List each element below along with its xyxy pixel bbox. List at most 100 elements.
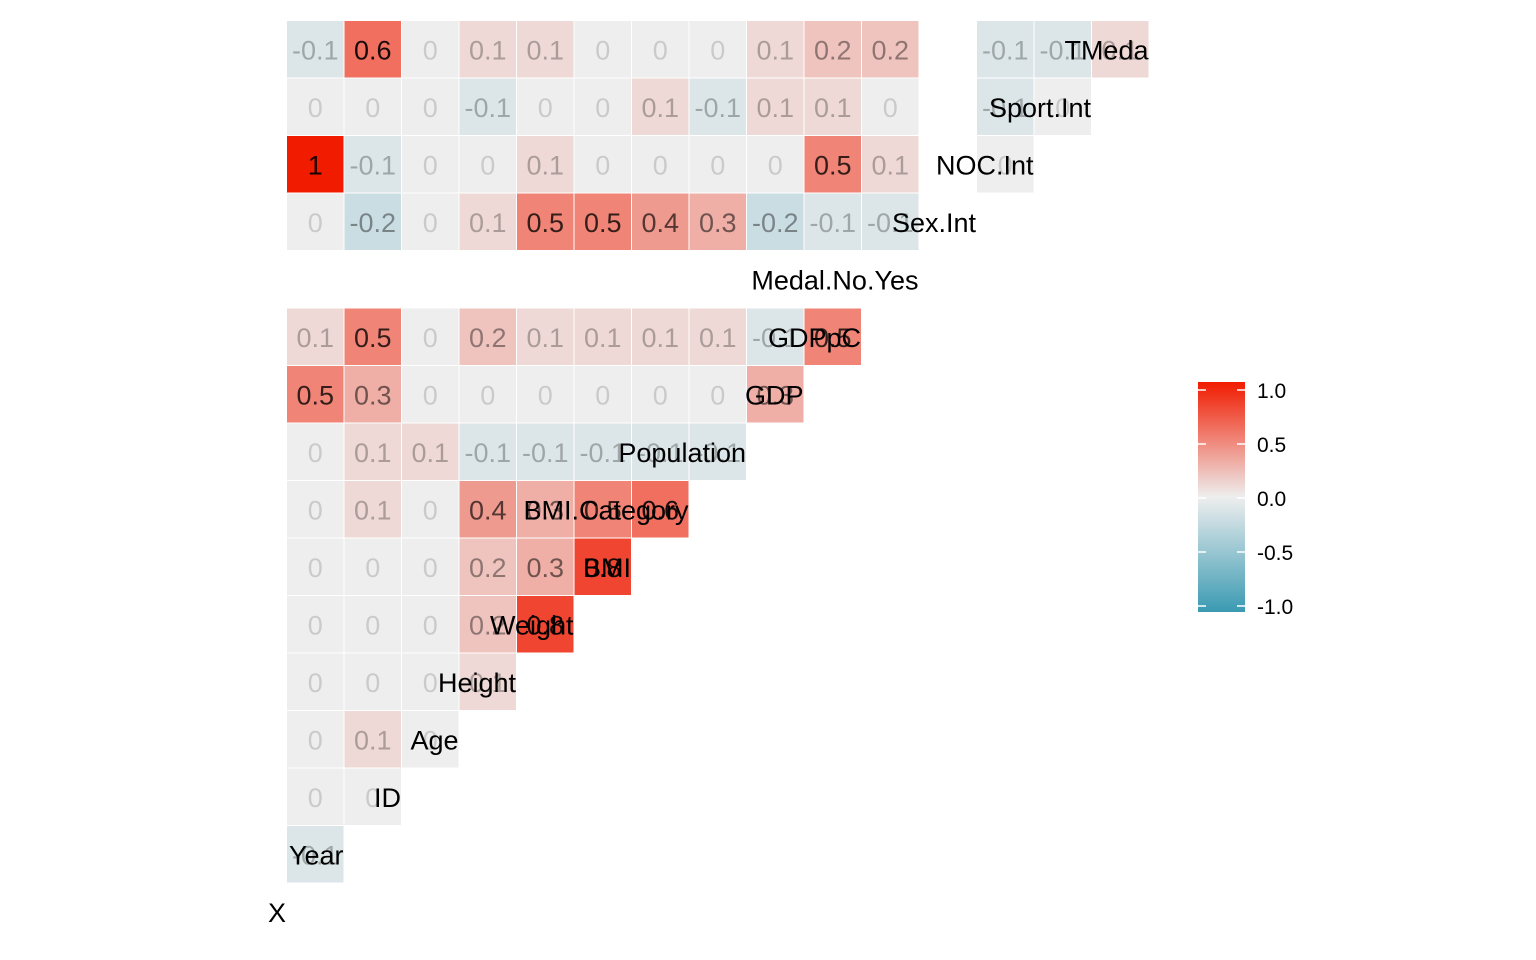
variable-label: GDPpC [768,323,861,353]
variable-label: Medal.No.Yes [751,265,918,295]
heatmap-cell [344,653,401,710]
cell-value-label: 0.1 [354,438,392,468]
cell-value-label: -0.2 [752,208,799,238]
cell-value-label: 0.2 [814,35,852,65]
cell-value-label: -0.1 [292,840,339,870]
heatmap-cell [344,136,401,193]
heatmap-cell [344,308,401,365]
cell-value-label: 0.1 [584,323,622,353]
heatmap-cell [747,308,804,365]
cell-value-label: -0.1 [464,93,511,123]
cell-value-label: 0.3 [756,380,794,410]
heatmap-cell [517,21,574,78]
cell-value-label: 0.5 [354,323,392,353]
heatmap-cell [402,193,459,250]
cell-value-label: 0.1 [526,150,564,180]
cell-value-label: 0.4 [469,495,507,525]
cell-value-label: 0 [1055,93,1070,123]
heatmap-cell [287,136,344,193]
cell-value-label: 0.3 [699,208,737,238]
heatmap-cell [459,538,516,595]
cell-value-label: 0 [308,93,323,123]
cell-value-label: 0.1 [526,35,564,65]
heatmap-cell [689,136,746,193]
cell-value-label: 0 [365,610,380,640]
heatmap-cell [574,21,631,78]
cell-value-label: 0 [423,150,438,180]
heatmap-cell [402,711,459,768]
cell-value-label: 0.5 [814,150,852,180]
variable-label: Age [410,725,458,755]
cell-value-label: 0.5 [814,323,852,353]
heatmap-cell [287,423,344,480]
cell-value-label: 0.1 [699,323,737,353]
cell-value-label: -0.2 [349,208,396,238]
cell-value-label: 0.1 [411,438,449,468]
heatmap-cell [287,308,344,365]
cell-value-label: 0 [653,35,668,65]
variable-label: Sex.Int [892,208,977,238]
cell-value-label: 0 [365,553,380,583]
heatmap-cell [287,768,344,825]
cell-value-label: 0.3 [526,495,564,525]
cell-value-label: 1 [308,150,323,180]
heatmap-cell [459,653,516,710]
cell-value-label: 0.1 [526,323,564,353]
heatmap-cell [344,768,401,825]
cell-value-label: 0 [998,150,1013,180]
heatmap-cell [632,308,689,365]
cell-value-label: 0 [480,150,495,180]
cell-value-label: -0.1 [292,35,339,65]
heatmap-cell [402,136,459,193]
cell-value-label: 0.5 [584,495,622,525]
heatmap-cell [689,423,746,480]
heatmap-cell [402,538,459,595]
heatmap-cell [689,78,746,135]
heatmap-cell [459,21,516,78]
cell-value-label: 0.2 [469,610,507,640]
cell-value-label: 0.1 [641,93,679,123]
cell-value-label: -0.1 [522,438,569,468]
heatmap-cell [287,366,344,423]
cell-value-label: 0.1 [641,323,679,353]
heatmap-cell [689,21,746,78]
cell-value-label: 0.1 [296,323,334,353]
color-legend: 1.0 0.5 0.0 -0.5 -1.0 [1198,380,1293,619]
heatmap-cell [977,136,1034,193]
variable-label: TMeda [1064,35,1149,65]
cell-value-label: 0 [423,553,438,583]
heatmap-cell [287,21,344,78]
heatmap-cell [402,423,459,480]
cell-value-label: 0 [768,150,783,180]
cell-value-label: 0.6 [641,495,679,525]
variable-label: Height [438,668,517,698]
heatmap-cell [804,21,861,78]
heatmap-cell [689,366,746,423]
cell-value-label: 0.6 [354,35,392,65]
cell-value-label: 0.1 [871,150,909,180]
cell-value-label: 0.1 [469,208,507,238]
legend-tick-label: -0.5 [1257,542,1293,565]
heatmap-cell [287,193,344,250]
heatmap-cell [517,366,574,423]
heatmap-cell [344,711,401,768]
cell-value-label: 0 [480,380,495,410]
legend-colorbar [1198,382,1245,612]
cell-value-label: -0.1 [1039,35,1086,65]
cell-value-label: 0 [423,725,438,755]
cell-value-label: 0 [365,783,380,813]
cell-value-label: 0 [308,495,323,525]
heatmap-cell [344,78,401,135]
heatmap-cell [459,193,516,250]
heatmap-cell [517,308,574,365]
cell-value-label: -0.1 [809,208,856,238]
cell-value-label: 0 [595,93,610,123]
heatmap-cell [402,308,459,365]
variable-label: Weight [490,610,574,640]
cell-value-label: 0 [538,380,553,410]
heatmap-cell [1034,78,1091,135]
heatmap-cell [517,538,574,595]
heatmap-cell [574,78,631,135]
heatmap-cell [517,423,574,480]
